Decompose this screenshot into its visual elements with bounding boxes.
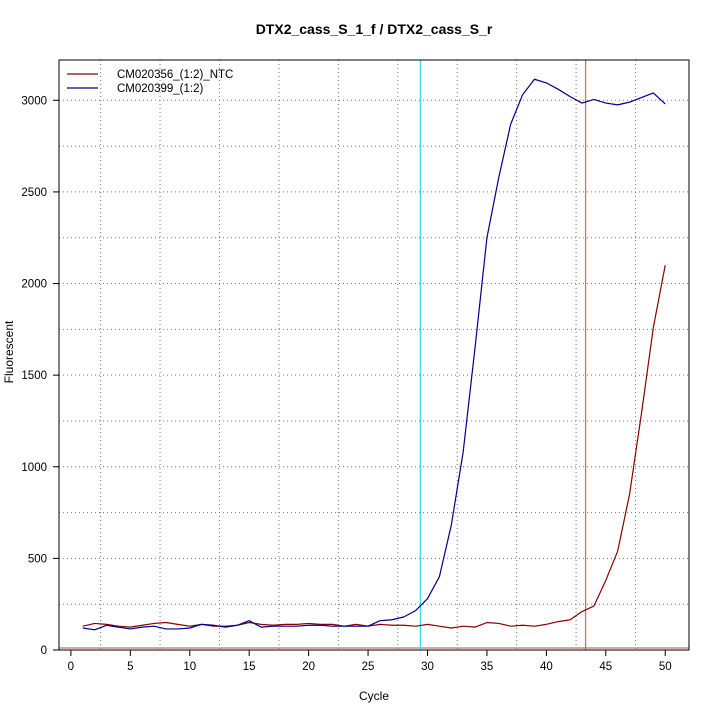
x-axis: 0 5 10 15 20 25 30 35 40 45 50	[68, 650, 672, 673]
series-line-1	[82, 265, 666, 629]
x-tick-label: 5	[127, 661, 133, 673]
grid	[59, 60, 689, 650]
legend-label-1: CM020356_(1:2)_NTC	[117, 69, 233, 81]
x-tick-label: 30	[421, 661, 434, 673]
x-tick-label: 0	[68, 661, 74, 673]
x-tick-label: 35	[481, 661, 494, 673]
x-tick-label: 40	[540, 661, 553, 673]
legend-label-2: CM020399_(1:2)	[117, 83, 203, 95]
x-tick-label: 50	[659, 661, 672, 673]
x-axis-label: Cycle	[359, 689, 389, 703]
y-axis-label: Fluorescent	[2, 320, 16, 383]
y-tick-label: 2000	[21, 279, 47, 291]
series-line-2	[82, 78, 666, 631]
y-tick-label: 3000	[21, 95, 47, 107]
y-axis: 0 500 1000 1500 2000 2500 3000	[21, 95, 59, 657]
plot-frame	[58, 59, 690, 651]
x-tick-label: 15	[243, 661, 256, 673]
chart-title: DTX2_cass_S_1_f / DTX2_cass_S_r	[256, 21, 493, 37]
x-tick-label: 10	[183, 661, 196, 673]
y-tick-label: 1000	[21, 462, 47, 474]
y-tick-label: 500	[28, 553, 47, 565]
x-tick-label: 45	[599, 661, 612, 673]
y-tick-label: 0	[41, 645, 47, 657]
reference-lines	[59, 60, 689, 650]
x-tick-label: 25	[362, 661, 375, 673]
legend: CM020356_(1:2)_NTC CM020399_(1:2)	[67, 69, 233, 95]
x-tick-label: 20	[302, 661, 315, 673]
y-tick-label: 2500	[21, 187, 47, 199]
series-group	[82, 78, 666, 631]
y-tick-label: 1500	[21, 370, 47, 382]
